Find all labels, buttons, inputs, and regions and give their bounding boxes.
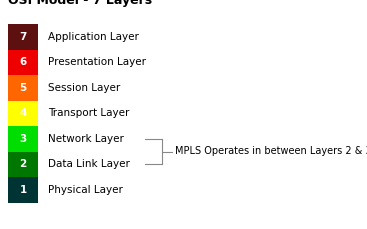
- Text: 1: 1: [19, 185, 27, 195]
- Text: Transport Layer: Transport Layer: [48, 108, 130, 118]
- Text: 5: 5: [19, 83, 27, 93]
- Text: 3: 3: [19, 134, 27, 144]
- Text: Data Link Layer: Data Link Layer: [48, 159, 130, 169]
- Bar: [8, 101, 38, 126]
- Text: OSI Model - 7 Layers: OSI Model - 7 Layers: [8, 0, 152, 7]
- Text: Session Layer: Session Layer: [48, 83, 120, 93]
- Text: Network Layer: Network Layer: [48, 134, 124, 144]
- Text: 7: 7: [19, 32, 27, 42]
- Bar: [8, 75, 38, 101]
- Text: 4: 4: [19, 108, 27, 118]
- Bar: [8, 24, 38, 49]
- Text: Physical Layer: Physical Layer: [48, 185, 123, 195]
- Bar: [8, 177, 38, 202]
- Bar: [8, 152, 38, 177]
- Bar: [8, 49, 38, 75]
- Text: 6: 6: [19, 57, 27, 67]
- Text: 2: 2: [19, 159, 27, 169]
- Text: MPLS Operates in between Layers 2 & 3: MPLS Operates in between Layers 2 & 3: [175, 147, 367, 156]
- Bar: [8, 126, 38, 152]
- Text: Presentation Layer: Presentation Layer: [48, 57, 146, 67]
- Text: Application Layer: Application Layer: [48, 32, 139, 42]
